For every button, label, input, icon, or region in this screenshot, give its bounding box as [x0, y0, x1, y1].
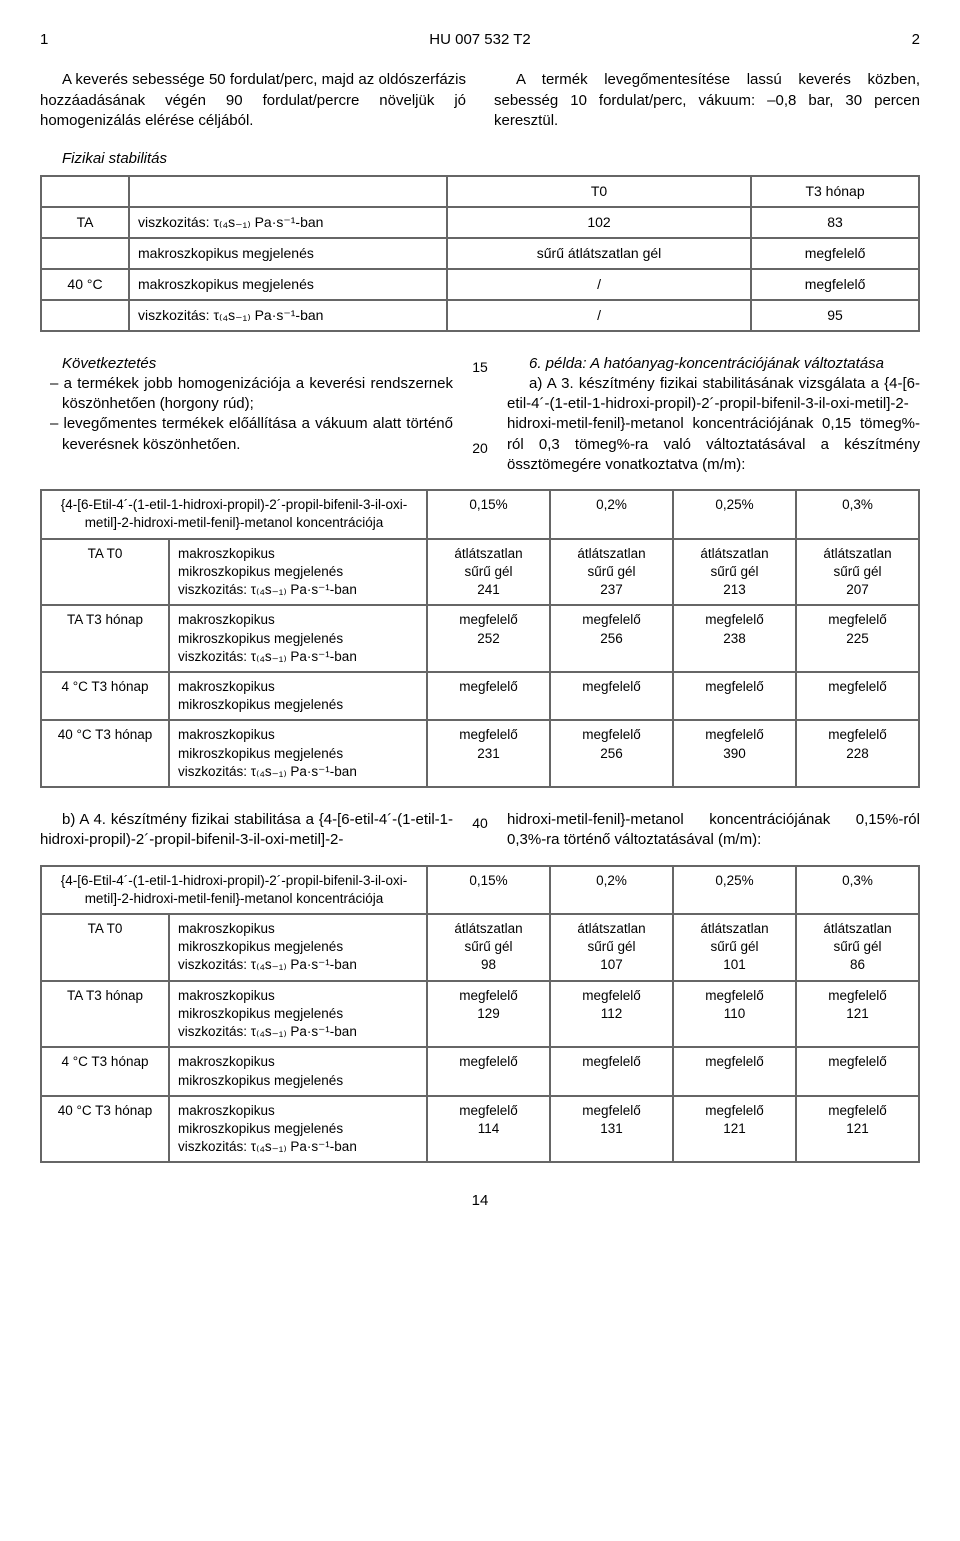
- b4-left: b) A 4. készítmény fizikai stabilitása a…: [40, 810, 463, 851]
- example6-title: 6. példa: A hatóanyag-koncentrációjának …: [507, 354, 920, 374]
- conclusion-block: Következtetés – a termékek jobb homogeni…: [40, 354, 920, 476]
- t1-h-t3: T3 hónap: [751, 176, 919, 207]
- t3-row-4c: 4 °C T3 hónap makroszkopikusmikroszkopik…: [41, 1047, 919, 1095]
- t2-rowlabel: {4-[6-Etil-4´-(1-etil-1-hidroxi-propil)-…: [41, 490, 427, 538]
- t1-r2-v1: sűrű átlátszatlan gél: [447, 238, 751, 269]
- t3-rowlabel: {4-[6-Etil-4´-(1-etil-1-hidroxi-propil)-…: [41, 866, 427, 914]
- b4-right: hidroxi-metil-fenil}-metanol koncentráci…: [497, 810, 920, 851]
- t2-c3: 0,25%: [673, 490, 796, 538]
- conclusion-b2: – levegőmentes termékek előállítása a vá…: [40, 414, 453, 455]
- table-stability: T0 T3 hónap TA viszkozitás: τ₍₄s₋₁₎ Pa·s…: [40, 175, 920, 331]
- linenum-15: 15: [463, 358, 497, 377]
- col-num-right: 2: [912, 30, 920, 50]
- table-a3: {4-[6-Etil-4´-(1-etil-1-hidroxi-propil)-…: [40, 489, 920, 788]
- t2-propA-1: makroszkopikusmikroszkopikus megjelenésv…: [169, 539, 427, 606]
- conclusion-b1: – a termékek jobb homogenizációja a keve…: [40, 374, 453, 415]
- intro-p2: A termék levegőmentesítése lassú keverés…: [494, 70, 920, 131]
- t1-r3-v2: megfelelő: [751, 269, 919, 300]
- conclusion-title: Következtetés: [40, 354, 453, 374]
- b4-block: b) A 4. készítmény fizikai stabilitása a…: [40, 810, 920, 851]
- t1-r4-v2: 95: [751, 300, 919, 331]
- linenum-20: 20: [463, 439, 497, 458]
- t3-row-ta-t0: TA T0 makroszkopikusmikroszkopikus megje…: [41, 914, 919, 981]
- doc-id: HU 007 532 T2: [48, 30, 911, 50]
- t2-row-4c: 4 °C T3 hónap makroszkopikusmikroszkopik…: [41, 672, 919, 720]
- intro-p1: A keverés sebessége 50 fordulat/perc, ma…: [40, 70, 466, 131]
- col-num-left: 1: [40, 30, 48, 50]
- t1-r4-v1: /: [447, 300, 751, 331]
- t2-row-ta-t0: TA T0 makroszkopikusmikroszkopikus megje…: [41, 539, 919, 606]
- t1-r4-prop: viszkozitás: τ₍₄s₋₁₎ Pa·s⁻¹-ban: [129, 300, 447, 331]
- t1-r2-prop: makroszkopikus megjelenés: [129, 238, 447, 269]
- t1-r3-prop: makroszkopikus megjelenés: [129, 269, 447, 300]
- t2-row-40c: 40 °C T3 hónap makroszkopikusmikroszkopi…: [41, 720, 919, 787]
- table-a4: {4-[6-Etil-4´-(1-etil-1-hidroxi-propil)-…: [40, 865, 920, 1164]
- linenum-40: 40: [463, 810, 497, 851]
- page-header: 1 HU 007 532 T2 2: [40, 30, 920, 50]
- t1-r3-lab: 40 °C: [41, 269, 129, 300]
- t3-row-ta-t3: TA T3 hónap makroszkopikusmikroszkopikus…: [41, 981, 919, 1048]
- t1-r1-v1: 102: [447, 207, 751, 238]
- t2-row-ta-t3: TA T3 hónap makroszkopikusmikroszkopikus…: [41, 605, 919, 672]
- t2-c4: 0,3%: [796, 490, 919, 538]
- t1-r3-v1: /: [447, 269, 751, 300]
- t2-c1: 0,15%: [427, 490, 550, 538]
- t1-r1-lab: TA: [41, 207, 129, 238]
- t1-h-t0: T0: [447, 176, 751, 207]
- t2-c2: 0,2%: [550, 490, 673, 538]
- t1-r2-v2: megfelelő: [751, 238, 919, 269]
- page-number: 14: [40, 1191, 920, 1211]
- stability-title: Fizikai stabilitás: [62, 149, 920, 169]
- example6-a3: a) A 3. készítmény fizikai stabilitásána…: [507, 374, 920, 475]
- intro-columns: A keverés sebessége 50 fordulat/perc, ma…: [40, 70, 920, 131]
- t1-r1-v2: 83: [751, 207, 919, 238]
- t1-r1-prop: viszkozitás: τ₍₄s₋₁₎ Pa·s⁻¹-ban: [129, 207, 447, 238]
- t3-row-40c: 40 °C T3 hónap makroszkopikusmikroszkopi…: [41, 1096, 919, 1163]
